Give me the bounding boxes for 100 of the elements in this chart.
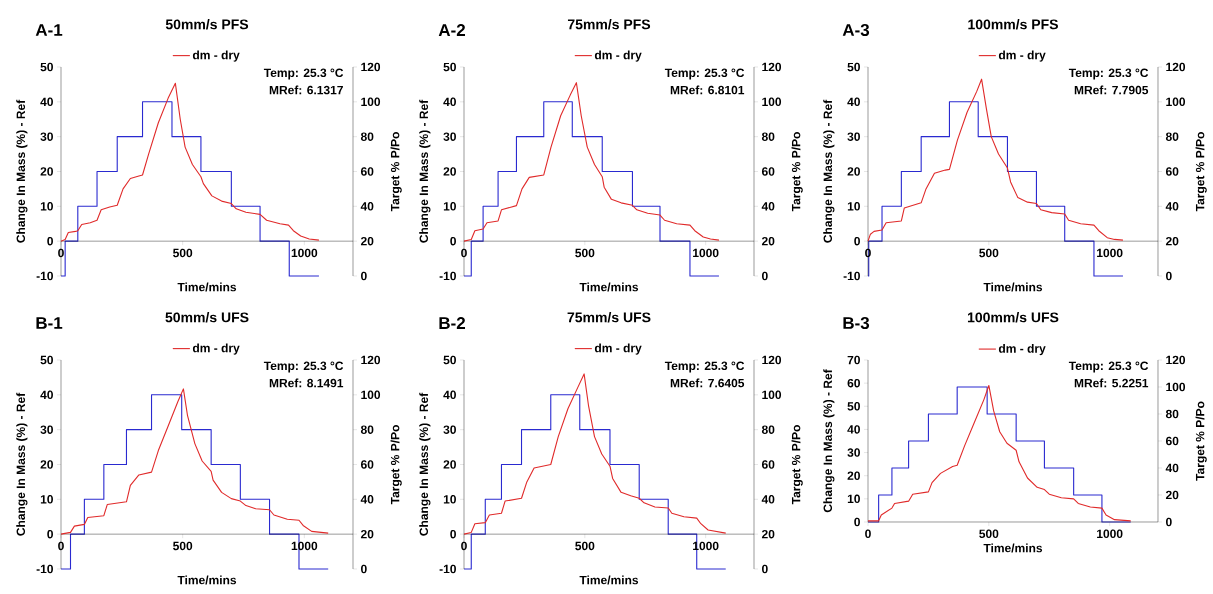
y-tick-label: 50 (40, 62, 53, 72)
y-tick-label: 30 (847, 448, 860, 457)
x-tick-label: 0 (461, 248, 467, 258)
legend-label: dm - dry (594, 50, 642, 62)
y-tick-label: 40 (847, 425, 860, 434)
y2-tick-label: 40 (761, 202, 775, 211)
y2-tick-label: 20 (1165, 236, 1179, 246)
x-tick-label: 1000 (291, 248, 318, 258)
y-tick-label: 20 (40, 167, 53, 176)
x-axis-title: Time/mins (983, 282, 1043, 292)
y-tick-label: 0 (450, 236, 456, 246)
y-tick-label: 0 (854, 517, 860, 527)
text: B-3 (843, 316, 870, 330)
y2-tick-label: 120 (361, 62, 381, 72)
x-axis-title: Time/mins (579, 282, 639, 292)
y2-tick-label: 100 (1166, 97, 1186, 107)
legend-label: dm - dry (192, 50, 240, 62)
x-tick-label: 0 (461, 541, 467, 551)
x-tick-label: 1000 (291, 541, 318, 551)
y-tick-label: 20 (443, 460, 456, 469)
x-tick-label: 500 (979, 248, 999, 258)
annotation: Temp: 25.3 °C (1068, 68, 1149, 80)
y2-tick-label: 80 (761, 132, 775, 141)
y2-tick-label: 0 (1166, 517, 1172, 527)
y-tick-label: 10 (847, 494, 860, 504)
y-tick-label: 30 (847, 132, 860, 141)
y-tick-label: 10 (847, 202, 860, 211)
y-tick-label: 20 (847, 167, 860, 176)
y-tick-label: 10 (40, 495, 53, 504)
legend-label: dm - dry (998, 343, 1046, 356)
x-axis-title: Time/mins (177, 282, 237, 292)
y-tick-label: 50 (40, 355, 53, 365)
x-tick-label: 1000 (1097, 248, 1123, 258)
chart-title: 75mm/s UFS (567, 312, 651, 323)
y2-tick-label: 80 (1165, 132, 1179, 141)
y2-axis-title: Target % P/Po (1195, 401, 1207, 481)
y-tick-label: -10 (36, 271, 53, 281)
y-tick-label: 40 (443, 97, 456, 107)
y-tick-label: 30 (443, 425, 456, 434)
y2-tick-label: 0 (762, 564, 768, 574)
x-tick-label: 500 (575, 541, 595, 551)
y2-tick-label: 20 (761, 236, 775, 246)
y2-tick-label: 120 (1166, 355, 1186, 365)
y-tick-label: 50 (443, 355, 456, 365)
y-axis-title: Change In Mass (%) - Ref (419, 99, 431, 243)
y-tick-label: 30 (40, 425, 53, 434)
y-tick-label: 0 (854, 236, 860, 246)
x-axis-title: Time/mins (983, 543, 1043, 553)
annotation: Temp: 25.3 °C (664, 68, 745, 80)
y-tick-label: -10 (843, 271, 860, 281)
x-tick-label: 1000 (693, 248, 719, 258)
text: B-1 (36, 317, 63, 329)
legend-label: dm - dry (998, 50, 1046, 62)
y-tick-label: 40 (40, 97, 53, 107)
y-axis-title: Change In Mass (%) - Ref (16, 392, 28, 536)
y2-tick-label: 60 (1165, 436, 1179, 446)
x-tick-label: 0 (58, 248, 64, 258)
x-axis-title: Time/mins (177, 575, 237, 585)
y2-tick-label: 60 (360, 167, 374, 176)
y2-tick-label: 120 (361, 355, 381, 365)
y-tick-label: 40 (40, 390, 53, 400)
y2-tick-label: 40 (1165, 463, 1179, 473)
chart-title: 50mm/s UFS (165, 312, 249, 323)
annotation: MRef: 8.1491 (269, 378, 344, 388)
line-series (60, 388, 329, 535)
y-tick-label: 30 (40, 132, 53, 141)
y2-tick-label: 60 (360, 460, 374, 469)
y2-tick-label: 100 (762, 97, 782, 107)
y2-tick-label: 0 (361, 564, 367, 574)
annotation: MRef: 5.2251 (1074, 378, 1149, 388)
annotation: Temp: 25.3 °C (263, 361, 344, 373)
y-tick-label: 30 (443, 132, 456, 141)
y2-tick-label: 100 (1166, 382, 1186, 392)
x-axis-title: Time/mins (579, 575, 639, 585)
x-tick-label: 500 (173, 248, 193, 258)
x-tick-label: 500 (575, 248, 595, 258)
y-tick-label: 20 (847, 471, 860, 480)
y-tick-label: -10 (36, 564, 53, 574)
annotation: Temp: 25.3 °C (664, 361, 745, 373)
text: A-2 (438, 24, 466, 36)
y2-tick-label: 80 (761, 425, 775, 434)
y2-tick-label: 60 (1165, 167, 1179, 176)
y2-axis-title: Target % P/Po (791, 132, 803, 212)
y-tick-label: 40 (847, 97, 860, 107)
y2-tick-label: 80 (360, 425, 374, 434)
y-tick-label: 20 (40, 460, 53, 469)
y2-tick-label: 100 (361, 390, 381, 400)
y-tick-label: 20 (443, 167, 456, 176)
x-tick-label: 500 (173, 541, 193, 551)
y2-axis-title: Target % P/Po (390, 425, 402, 505)
y-tick-label: 50 (443, 62, 456, 72)
chart-title: 100mm/s UFS (967, 312, 1059, 323)
y-tick-label: 40 (443, 390, 456, 400)
y-tick-label: -10 (439, 271, 456, 281)
y2-tick-label: 100 (762, 390, 782, 400)
text: A-1 (35, 24, 63, 36)
y2-tick-label: 60 (761, 460, 775, 469)
x-tick-label: 0 (865, 529, 871, 539)
y-tick-label: 0 (47, 236, 53, 246)
y2-tick-label: 40 (1165, 202, 1179, 211)
